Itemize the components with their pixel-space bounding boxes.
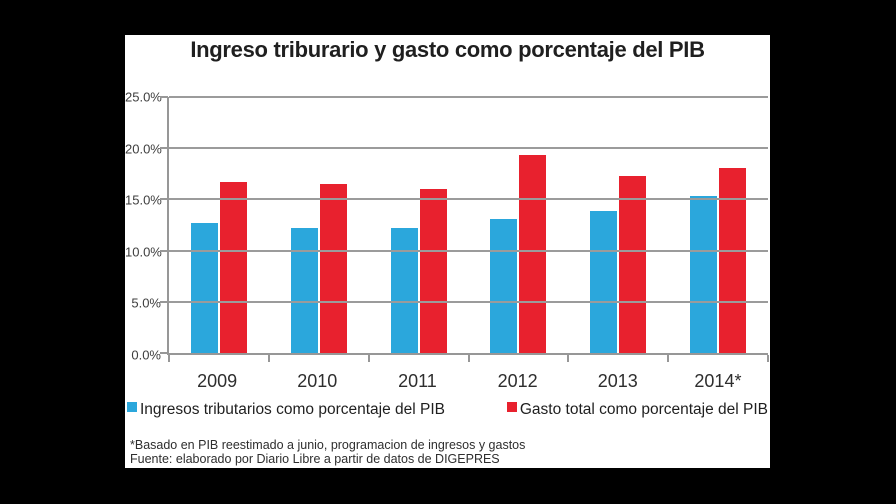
bar-group-2009 <box>169 97 269 353</box>
bar-ingresos-2011 <box>390 228 418 353</box>
x-tick-label: 2014* <box>694 371 742 391</box>
bar-group-2014 <box>668 97 768 353</box>
gridline <box>169 147 768 150</box>
y-tick <box>160 198 168 201</box>
x-tick <box>467 355 470 362</box>
x-tick-label: 2010 <box>297 371 338 391</box>
bar-gasto-2011 <box>419 189 447 353</box>
y-tick <box>160 96 168 98</box>
bar-gasto-2010 <box>319 184 347 353</box>
y-tick-label: 15.0% <box>125 192 162 208</box>
y-tick-label: 10.0% <box>125 244 162 260</box>
bar-group-2012 <box>468 97 568 353</box>
gridline <box>169 96 768 98</box>
y-axis-labels: 0.0% 5.0% 10.0% 15.0% 20.0% 25.0% <box>125 90 162 363</box>
footnote-basado: *Basado en PIB reestimado a junio, progr… <box>130 438 526 452</box>
y-tick <box>160 300 168 303</box>
x-tick <box>267 355 270 362</box>
y-tick-label: 5.0% <box>131 295 161 311</box>
bar-ingresos-2010 <box>290 228 318 353</box>
bar-gasto-2014 <box>719 167 747 353</box>
plot-area <box>160 96 769 362</box>
bar-gasto-2013 <box>619 175 647 353</box>
bar-ingresos-2009 <box>190 222 218 353</box>
chart-title: Ingreso triburario y gasto como porcenta… <box>190 37 705 62</box>
y-tick <box>160 147 168 150</box>
bars-container <box>169 97 768 353</box>
bar-gasto-2009 <box>219 182 247 353</box>
legend-label-gasto: Gasto total como porcentaje del PIB <box>519 401 768 418</box>
x-tick-label: 2011 <box>398 371 437 391</box>
legend: Ingresos tributarios como porcentaje del… <box>127 401 768 419</box>
y-tick-label: 25.0% <box>125 89 162 105</box>
x-tick-label: 2013 <box>597 371 638 391</box>
bar-group-2011 <box>369 97 469 353</box>
bar-ingresos-2013 <box>590 210 618 353</box>
gridline <box>169 300 768 303</box>
x-tick <box>567 355 570 362</box>
bar-group-2013 <box>568 97 668 353</box>
x-tick <box>667 355 670 362</box>
gridline <box>169 249 768 252</box>
legend-item-gasto: Gasto total como porcentaje del PIB <box>506 401 768 419</box>
gridline <box>169 198 768 201</box>
x-tick <box>767 355 769 362</box>
legend-swatch-red <box>506 402 517 412</box>
footnote-fuente: Fuente: elaborado por Diario Libre a par… <box>130 452 500 466</box>
bar-ingresos-2014 <box>690 196 718 353</box>
y-tick-label: 20.0% <box>125 141 162 157</box>
legend-swatch-blue <box>127 402 137 412</box>
bar-ingresos-2012 <box>490 218 518 353</box>
x-tick-label: 2012 <box>497 371 538 391</box>
x-tick <box>367 355 370 362</box>
x-tick-label: 2009 <box>197 371 238 391</box>
y-tick-label: 0.0% <box>131 347 161 363</box>
bar-gasto-2012 <box>519 155 547 353</box>
legend-item-ingresos: Ingresos tributarios como porcentaje del… <box>127 401 445 419</box>
y-tick <box>160 352 168 354</box>
legend-label-ingresos: Ingresos tributarios como porcentaje del… <box>140 401 445 418</box>
chart-card: Ingreso triburario y gasto como porcenta… <box>125 35 770 468</box>
bar-group-2010 <box>269 97 369 353</box>
x-tick <box>168 355 170 362</box>
x-axis-labels: 2009 2010 2011 2012 2013 2014* <box>167 371 768 392</box>
y-tick <box>160 249 168 252</box>
